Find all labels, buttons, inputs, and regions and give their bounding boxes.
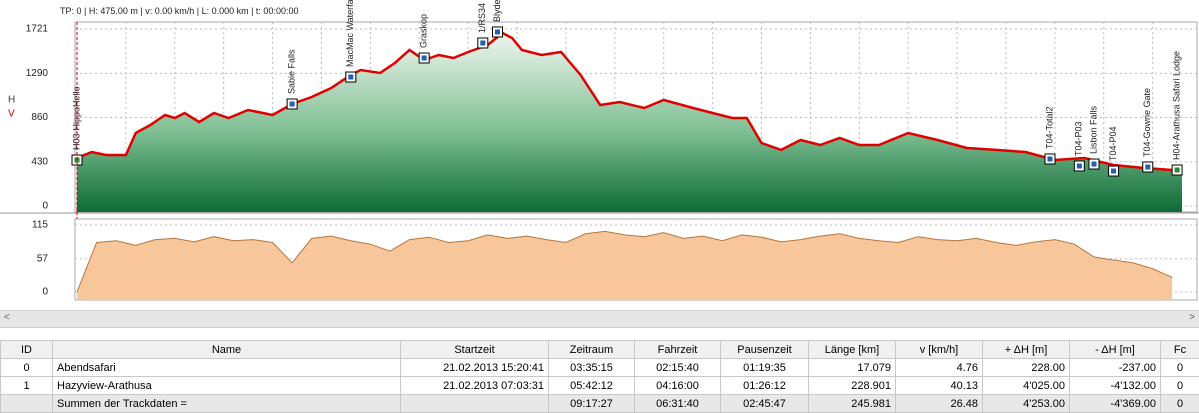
waypoint-icon <box>1091 162 1096 167</box>
axis-letter: H <box>8 95 15 106</box>
axis-letter: V <box>8 109 15 120</box>
waypoint-icon <box>1047 156 1052 161</box>
waypoint-icon <box>1077 163 1082 168</box>
table-cell: 228.901 <box>809 377 896 395</box>
waypoint-label: MacMac Waterfall <box>345 0 355 67</box>
y-tick-label: 430 <box>31 156 48 167</box>
table-cell: -237.00 <box>1070 359 1161 377</box>
column-header[interactable]: ID <box>1 341 53 359</box>
table-cell: -4'369.00 <box>1070 395 1161 413</box>
scrollbar[interactable]: <> <box>0 310 1199 328</box>
table-cell: 4.76 <box>896 359 983 377</box>
waypoint-label: H03-HippoHello <box>71 86 81 150</box>
table-cell: 245.981 <box>809 395 896 413</box>
table-cell: 02:45:47 <box>721 395 809 413</box>
waypoint-label: 1/RS34 <box>477 3 487 33</box>
waypoint-label: Blyde River Canyon <box>492 0 502 22</box>
table-cell: 0 <box>1161 395 1199 413</box>
y-tick-label: 1721 <box>26 24 49 35</box>
table-cell: 4'025.00 <box>983 377 1070 395</box>
table-cell: 05:42:12 <box>549 377 635 395</box>
table-cell: 17.079 <box>809 359 896 377</box>
y-tick-label: 115 <box>32 220 48 231</box>
table-cell: Abendsafari <box>53 359 401 377</box>
table-cell: 02:15:40 <box>635 359 721 377</box>
table-cell: 01:19:35 <box>721 359 809 377</box>
y-tick-label: 57 <box>37 253 49 264</box>
table-cell: 26.48 <box>896 395 983 413</box>
table-cell: 21.02.2013 15:20:41 <box>401 359 549 377</box>
table-cell: -4'132.00 <box>1070 377 1161 395</box>
table-cell: Summen der Trackdaten = <box>53 395 401 413</box>
table-cell: Hazyview-Arathusa <box>53 377 401 395</box>
waypoint-icon <box>348 75 353 80</box>
column-header[interactable]: Fc <box>1161 341 1199 359</box>
table-cell: 228.00 <box>983 359 1070 377</box>
waypoint-icon <box>1111 169 1116 174</box>
table-cell: 06:31:40 <box>635 395 721 413</box>
table-cell: 09:17:27 <box>549 395 635 413</box>
y-tick-label: 0 <box>42 287 48 298</box>
waypoint-icon <box>290 101 295 106</box>
column-header[interactable]: Länge [km] <box>809 341 896 359</box>
waypoint-label: T04-Gowrie Gate <box>1142 88 1152 157</box>
column-header[interactable]: - ΔH [m] <box>1070 341 1161 359</box>
table-cell: 0 <box>1161 359 1199 377</box>
table-cell: 01:26:12 <box>721 377 809 395</box>
table-cell: 04:16:00 <box>635 377 721 395</box>
column-header[interactable]: Name <box>53 341 401 359</box>
waypoint-icon <box>480 40 485 45</box>
y-tick-label: 1290 <box>26 68 49 79</box>
column-header[interactable]: Zeitraum <box>549 341 635 359</box>
waypoint-label: Graskop <box>419 14 429 48</box>
waypoint-icon <box>495 29 500 34</box>
table-cell: 0 <box>1 359 53 377</box>
table-cell: 1 <box>1 377 53 395</box>
waypoint-label: Sabie Falls <box>287 49 297 94</box>
chart: H V 043086012901721010203040506070809010… <box>0 0 1199 305</box>
waypoint-icon <box>1145 165 1150 170</box>
table-cell <box>401 395 549 413</box>
column-header[interactable]: Fahrzeit <box>635 341 721 359</box>
waypoint-label: T04-P04 <box>1108 127 1118 162</box>
waypoint-label: Lisbon Falls <box>1088 106 1098 155</box>
waypoint-label: T04-P03 <box>1074 121 1084 156</box>
table-cell: 21.02.2013 07:03:31 <box>401 377 549 395</box>
waypoint-icon <box>1175 168 1180 173</box>
y-tick-label: 0 <box>42 201 48 212</box>
column-header[interactable]: Pausenzeit <box>721 341 809 359</box>
column-header[interactable]: Startzeit <box>401 341 549 359</box>
table-cell: 0 <box>1161 377 1199 395</box>
table-cell: 4'253.00 <box>983 395 1070 413</box>
waypoint-icon <box>422 56 427 61</box>
y-tick-label: 860 <box>31 112 48 123</box>
table-cell: 03:35:15 <box>549 359 635 377</box>
waypoint-label: T04-Total2 <box>1044 106 1054 149</box>
column-header[interactable]: + ΔH [m] <box>983 341 1070 359</box>
waypoint-label: H04-Arathusa Safari Lodge <box>1171 51 1181 160</box>
table-cell <box>1 395 53 413</box>
column-header[interactable]: v [km/h] <box>896 341 983 359</box>
table-cell: 40.13 <box>896 377 983 395</box>
